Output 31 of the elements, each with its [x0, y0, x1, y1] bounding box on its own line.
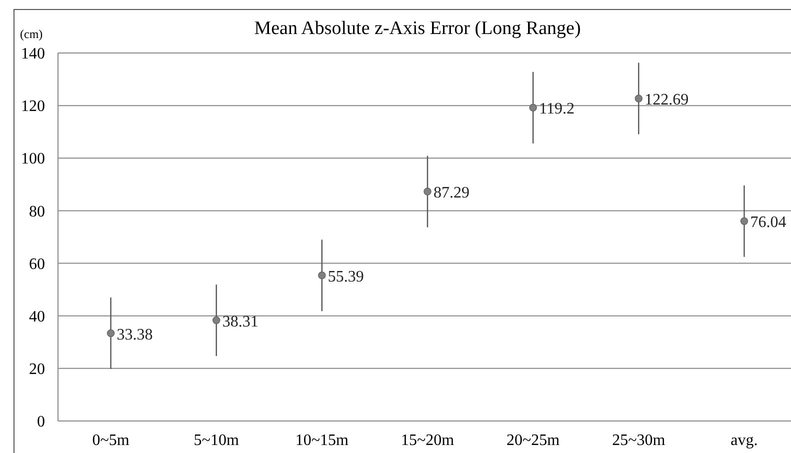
y-tick-label: 120	[21, 98, 45, 116]
x-tick-label: 5~10m	[194, 432, 240, 449]
x-tick-label: 20~25m	[506, 432, 560, 449]
data-label: 122.69	[644, 92, 689, 108]
point	[529, 104, 537, 112]
point	[740, 217, 748, 225]
data-label: 38.31	[222, 313, 258, 330]
point	[212, 316, 220, 324]
data-label: 33.38	[116, 326, 153, 344]
data-label: 55.39	[328, 268, 364, 286]
x-tick-label: 25~30m	[612, 432, 666, 449]
point	[424, 188, 432, 196]
x-tick-label: 15~20m	[400, 432, 455, 449]
y-tick-label: 0	[37, 414, 45, 431]
point	[318, 272, 326, 280]
data-label: 87.29	[434, 184, 470, 202]
point	[634, 94, 643, 102]
chart-title: Mean Absolute z-Axis Error (Long Range)	[254, 18, 581, 39]
point	[106, 329, 115, 338]
y-tick-label: 80	[29, 203, 45, 220]
y-tick-label: 100	[21, 150, 45, 168]
y-tick-label: 140	[21, 46, 45, 63]
data-label: 119.2	[539, 100, 574, 118]
y-axis-title: (cm)	[20, 27, 43, 41]
y-tick-label: 40	[29, 308, 45, 326]
y-tick-label: 20	[29, 361, 45, 378]
x-tick-label: avg.	[730, 432, 758, 449]
data-label: 76.04	[750, 214, 786, 232]
y-tick-label: 60	[29, 256, 45, 273]
x-tick-label: 10~15m	[295, 432, 350, 449]
x-tick-label: 0~5m	[92, 432, 130, 449]
